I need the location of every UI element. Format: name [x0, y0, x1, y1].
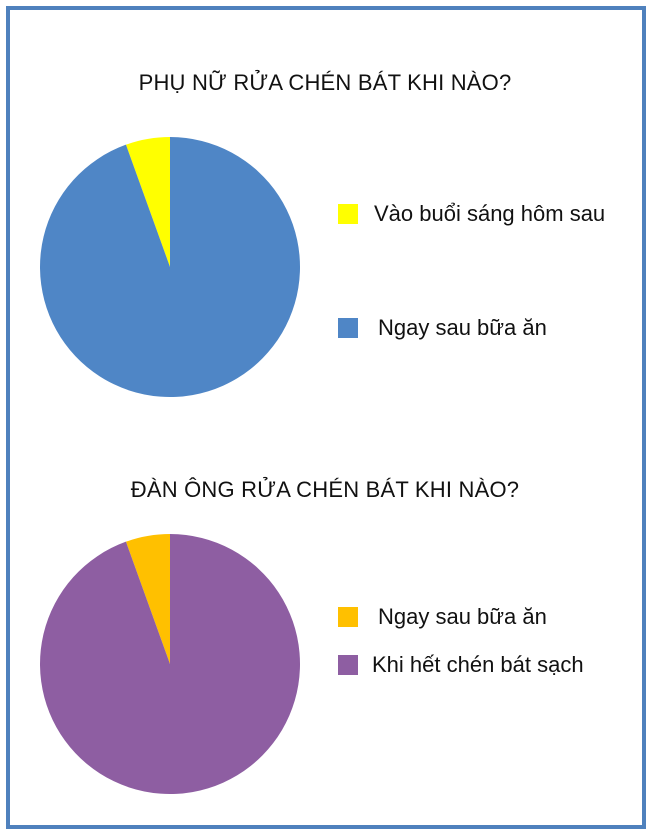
page-frame: [6, 6, 646, 829]
chart-2-legend-item-1: Ngay sau bữa ăn: [338, 604, 547, 630]
chart-1-legend-label-1: Vào buổi sáng hôm sau: [374, 201, 606, 226]
chart-2-slice-1: [125, 534, 170, 664]
chart-1-legend-item-2: Ngay sau bữa ăn: [338, 315, 547, 341]
chart-1-legend-swatch-2: [338, 318, 358, 338]
chart-1-slice-1: [125, 137, 170, 267]
chart-1-pie: [40, 137, 301, 397]
chart-1-title: PHỤ NỮ RỬA CHÉN BÁT KHI NÀO?: [138, 70, 512, 95]
chart-1-slice-2: [40, 137, 301, 397]
chart-2-legend-label-1: Ngay sau bữa ăn: [378, 604, 547, 629]
chart-1-legend-item-1: Vào buổi sáng hôm sau: [338, 201, 605, 227]
chart-2-legend-label-2: Khi hết chén bát sạch: [372, 652, 584, 677]
chart-2-legend-item-2: Khi hết chén bát sạch: [338, 652, 584, 678]
chart-2-title: ĐÀN ÔNG RỬA CHÉN BÁT KHI NÀO?: [130, 477, 520, 502]
chart-1-legend-swatch-1: [338, 204, 358, 224]
chart-2-slice-2: [40, 534, 301, 794]
chart-2-legend-swatch-1: [338, 607, 358, 627]
chart-2-pie: [40, 534, 301, 794]
chart-1-legend-label-2: Ngay sau bữa ăn: [378, 315, 547, 340]
chart-2-legend-swatch-2: [338, 655, 358, 675]
